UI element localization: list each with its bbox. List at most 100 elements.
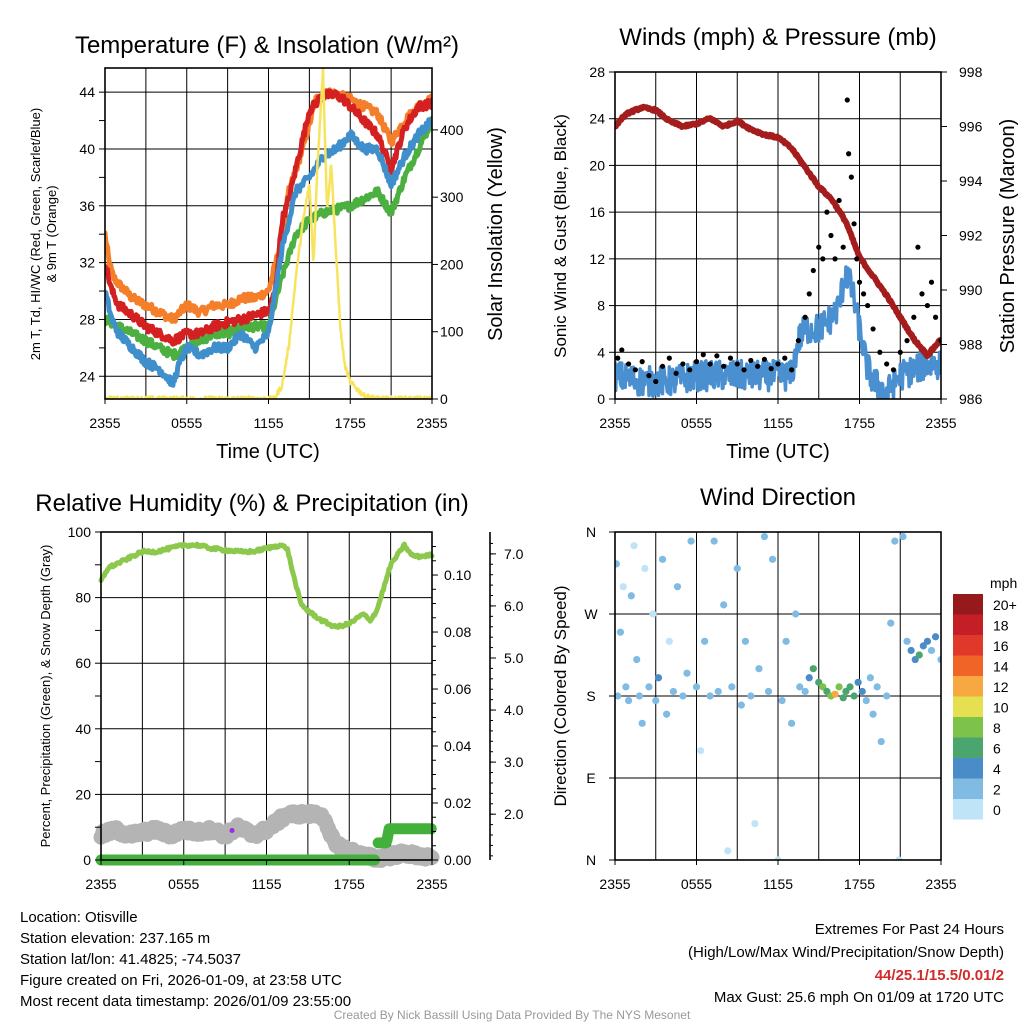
legend-label: 4 — [993, 761, 1001, 777]
gust-point — [846, 151, 852, 157]
rh-precip-ytick-right-label: 0.06 — [444, 681, 471, 697]
dir-chart-title: Wind Direction — [700, 484, 856, 511]
legend-label: 20+ — [993, 597, 1017, 613]
gust-point — [680, 361, 686, 367]
gust-point — [646, 373, 652, 379]
direction-point — [683, 669, 691, 677]
gust-point — [721, 363, 727, 369]
footer-location: Location: Otisville — [20, 909, 138, 926]
direction-point — [907, 646, 915, 655]
gust-point — [802, 314, 808, 320]
legend-label: 6 — [993, 741, 1001, 757]
direction-point — [805, 674, 813, 682]
temp-ylabel-left-2: & 9m T (Orange) — [44, 185, 59, 282]
extremes-values: 44/25.1/15.5/0.01/2 — [875, 967, 1004, 984]
gust-point — [615, 355, 621, 361]
rh-ytick-label: 0 — [83, 852, 91, 868]
direction-point — [622, 683, 630, 691]
direction-point — [751, 819, 759, 828]
direction-point — [741, 637, 750, 645]
temp-xtick-label: 1155 — [253, 415, 283, 431]
direction-point — [796, 683, 804, 691]
temp-ytick-right-label: 100 — [440, 324, 464, 340]
wind-xtick-label: 2355 — [925, 415, 956, 431]
temp-ytick-right-label: 300 — [440, 189, 464, 205]
rh-xtick-label: 1155 — [251, 876, 281, 892]
temp-chart-title: Temperature (F) & Insolation (W/m²) — [75, 32, 459, 59]
direction-point — [764, 687, 773, 696]
direction-point — [887, 619, 895, 627]
direction-point — [710, 537, 718, 545]
footer-created: Figure created on Fri, 2026-01-09, at 23… — [20, 972, 342, 989]
rh-snow-ytick-right-label: 3.0 — [504, 754, 524, 770]
direction-point — [858, 687, 866, 696]
gust-point — [619, 347, 625, 353]
legend-title: mph — [990, 575, 1017, 591]
legend-swatch — [953, 635, 983, 656]
direction-point — [846, 683, 854, 691]
gust-point — [856, 279, 863, 285]
gust-point — [911, 314, 917, 320]
gust-point — [693, 359, 700, 365]
wind-ytick-right-label: 994 — [959, 173, 983, 189]
gust-point — [625, 361, 632, 367]
temp-ytick-right-label: 400 — [440, 122, 464, 138]
direction-point — [696, 747, 705, 755]
extremes-legend: (High/Low/Max Wind/Precipitation/Snow De… — [688, 944, 1004, 961]
legend-swatch — [953, 778, 983, 799]
gust-point — [884, 361, 890, 367]
wind-ytick-right-label: 998 — [959, 64, 983, 80]
wind-ytick-right-label: 986 — [959, 391, 983, 407]
gust-point — [687, 367, 693, 373]
legend-swatch — [953, 676, 983, 697]
legend-label: 18 — [993, 618, 1009, 634]
temp-ytick-label: 24 — [79, 368, 95, 384]
gust-point — [832, 256, 838, 262]
direction-point — [801, 687, 809, 696]
gust-point — [877, 349, 883, 355]
rh-precip-ytick-right-label: 0.02 — [444, 795, 471, 811]
direction-point — [899, 532, 907, 541]
direction-point — [768, 555, 777, 563]
gust-point — [768, 366, 774, 372]
series-solar-insolation — [105, 68, 432, 399]
temp-xtick-label: 1755 — [335, 415, 366, 431]
temp-ytick-right-label: 200 — [440, 256, 464, 272]
gust-point — [632, 367, 638, 373]
direction-point — [809, 665, 817, 673]
series-sonic-wind — [615, 265, 941, 399]
direction-point — [624, 696, 633, 705]
footer-timestamp: Most recent data timestamp: 2026/01/09 2… — [20, 993, 351, 1010]
direction-point — [728, 683, 736, 691]
wind-ylabel-left: Sonic Wind & Gust (Blue, Black) — [551, 114, 570, 358]
wind-ytick-right-label: 992 — [959, 228, 983, 244]
wind-xlabel: Time (UTC) — [726, 441, 830, 463]
legend-label: 14 — [993, 659, 1009, 675]
footer-elevation: Station elevation: 237.165 m — [20, 930, 210, 947]
gust-point — [890, 367, 897, 373]
direction-point — [706, 692, 714, 700]
direction-point — [687, 537, 695, 545]
direction-point — [669, 687, 678, 696]
gust-point — [820, 256, 826, 262]
wind-ytick-right-label: 988 — [959, 337, 983, 353]
direction-point — [615, 692, 622, 700]
gust-point — [748, 357, 754, 364]
legend-label: 8 — [993, 720, 1001, 736]
wind-ylabel-right: Station Pressure (Maroon) — [997, 119, 1019, 354]
rh-ylabel-left: Percent, Precipitation (Green), & Snow D… — [38, 545, 53, 848]
legend-swatch — [953, 799, 983, 820]
direction-point — [737, 701, 745, 709]
direction-point — [724, 847, 732, 855]
direction-point — [937, 655, 941, 664]
direction-point — [616, 628, 625, 636]
wind-ytick-label: 4 — [597, 344, 605, 360]
rh-xtick-label: 2355 — [85, 876, 116, 892]
temp-ytick-label: 32 — [79, 255, 95, 271]
rh-snow-ytick-right-label: 2.0 — [504, 806, 524, 822]
direction-point — [778, 696, 786, 705]
dir-ytick-label: N — [586, 524, 596, 540]
rh-snow-ytick-right-label: 5.0 — [504, 650, 524, 666]
temp-xtick-label: 2355 — [416, 415, 447, 431]
